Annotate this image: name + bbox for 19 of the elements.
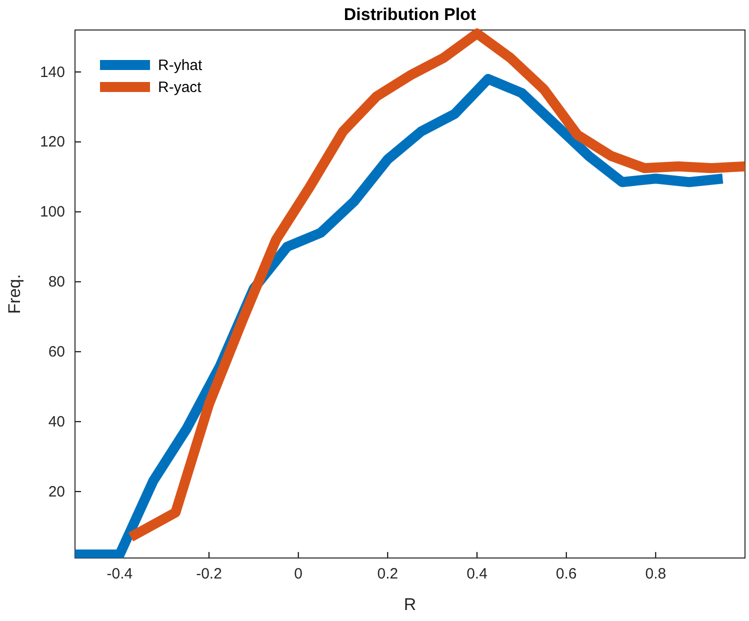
y-tick-label: 140 (40, 64, 65, 81)
y-axis-title: Freq. (5, 274, 24, 314)
y-tick-label: 40 (48, 413, 65, 430)
y-tick-label: 120 (40, 134, 65, 151)
y-tick-label: 60 (48, 343, 65, 360)
y-tick-label: 20 (48, 483, 65, 500)
legend-label: R-yact (158, 79, 202, 96)
x-tick-label: 0.4 (466, 566, 488, 583)
x-tick-label: -0.2 (196, 566, 222, 583)
x-tick-label: 0.8 (645, 566, 666, 583)
x-tick-label: 0.6 (556, 566, 577, 583)
chart-title: Distribution Plot (344, 5, 476, 24)
x-axis-title: R (404, 595, 416, 614)
x-tick-label: 0.2 (377, 566, 398, 583)
y-tick-label: 80 (48, 274, 65, 291)
x-tick-label: 0 (294, 566, 303, 583)
x-tick-label: -0.4 (106, 566, 133, 583)
y-tick-label: 100 (40, 204, 65, 221)
legend-label: R-yhat (158, 57, 204, 74)
